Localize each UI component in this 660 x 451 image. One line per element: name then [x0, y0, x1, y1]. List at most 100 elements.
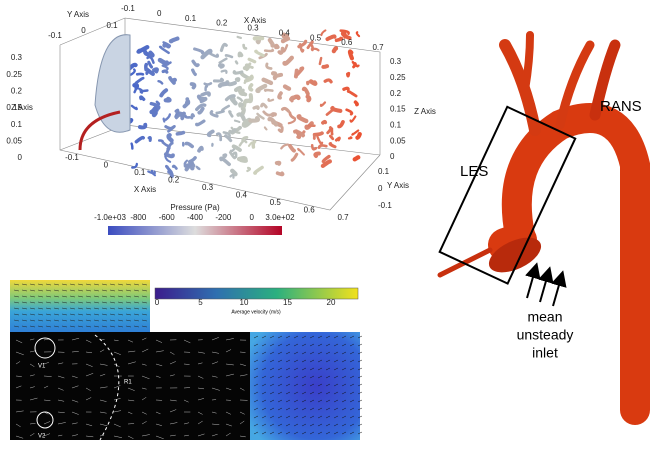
vortex-tube — [275, 75, 281, 78]
inlet-label: unsteady — [517, 327, 574, 343]
vortex-tube — [239, 53, 241, 55]
vortex-tube — [249, 59, 255, 61]
vortex-tube — [344, 88, 348, 89]
vortex-tube — [220, 84, 227, 86]
vortex-tube — [221, 158, 229, 164]
vortex-tube — [243, 109, 244, 114]
vortex-tube — [214, 79, 222, 81]
vortex-tube — [283, 39, 288, 42]
tick-label: 3.0e+02 — [265, 213, 295, 222]
vortex-tube — [163, 66, 168, 69]
vortex-tube — [177, 133, 183, 134]
tick-label: 5 — [198, 298, 203, 307]
tick-label: 0.7 — [372, 43, 384, 52]
vortex-tube — [321, 103, 325, 106]
vortex-tube — [330, 136, 333, 139]
vortex-tube — [256, 51, 263, 55]
tick-label: 0 — [378, 184, 383, 193]
vortex-tube — [247, 168, 249, 171]
vortex-tube — [348, 74, 349, 76]
vortex-tube — [278, 173, 283, 174]
vortex-tube — [199, 148, 202, 151]
vortex-tube — [163, 71, 167, 72]
vortex-tube — [327, 36, 334, 39]
vortex-tube — [160, 60, 167, 64]
tick-label: 0.6 — [341, 38, 353, 47]
vortex-tube — [195, 49, 203, 53]
vortex-tube — [161, 90, 166, 95]
vortex-tube — [273, 114, 275, 115]
vortex-tube — [240, 104, 242, 106]
tick-label: -0.1 — [48, 31, 62, 40]
vortex-tube — [166, 99, 170, 101]
tick-label: 0.05 — [6, 136, 22, 145]
vortex-label: V1 — [38, 364, 46, 370]
vortex-tube — [357, 32, 359, 36]
vortex-tube — [270, 40, 273, 46]
tick-label: 0.2 — [168, 176, 180, 185]
vortex-tube — [232, 98, 236, 103]
vortex-tube — [315, 153, 318, 155]
vortex-tube — [281, 145, 288, 149]
tick-label: 0.05 — [390, 136, 406, 145]
vortex-tube — [134, 85, 136, 88]
tick-label: 0 — [157, 9, 162, 18]
vortex-tube — [149, 137, 150, 140]
tick-label: 0.2 — [216, 19, 228, 28]
vortex-tube — [217, 134, 220, 140]
vortex-tube — [254, 107, 258, 108]
vortex-tube — [350, 51, 352, 58]
vortex-tube — [149, 62, 152, 67]
tick-label: -0.1 — [378, 201, 392, 210]
vortex-tube — [148, 171, 155, 173]
vortex-tube — [226, 55, 232, 57]
tick-label: 10 — [240, 298, 249, 307]
vortex-tube — [264, 112, 271, 115]
vortex-tube — [262, 104, 266, 107]
region-label: R1 — [124, 380, 132, 386]
vortex-tube — [132, 164, 137, 168]
vortex-tube — [182, 114, 184, 119]
vortex-tube — [217, 111, 224, 113]
vortex-tube — [325, 80, 331, 82]
vortex-tube — [299, 116, 307, 121]
vortex-tube — [192, 115, 194, 118]
tick-label: 0 — [18, 153, 23, 162]
vortex-tube — [265, 50, 273, 51]
vortex-tube — [355, 157, 359, 159]
vortex-tube — [193, 70, 196, 74]
vortex-tube — [185, 102, 189, 106]
vortex-tube — [186, 143, 192, 146]
vortex-tube — [166, 114, 170, 119]
colorbar-title: Average velocity (m/s) — [231, 309, 281, 315]
tick-label: -400 — [187, 213, 204, 222]
vortex-tube — [234, 72, 242, 73]
vortex-tube — [168, 135, 171, 140]
vortex-tube — [336, 138, 339, 140]
vortex-tube — [347, 110, 352, 114]
vortex-tube — [265, 90, 272, 91]
vortex-tube — [265, 127, 267, 129]
vortex-tube — [220, 59, 227, 63]
axis-label: Y Axis — [67, 10, 89, 19]
vortex-tube — [158, 81, 162, 83]
vortex-tube — [318, 137, 323, 144]
tick-label: 0.2 — [390, 89, 402, 98]
vortex-tube — [349, 137, 352, 138]
vortex-tube — [250, 118, 258, 121]
vortex-tube — [141, 97, 144, 99]
vortex-tube — [171, 39, 178, 42]
vortex-tube — [312, 45, 313, 50]
axis-label: Z Axis — [414, 107, 436, 116]
les-label: LES — [460, 163, 488, 180]
vortex-tube — [230, 175, 233, 178]
vortex-tube — [332, 108, 340, 111]
vortex-tube — [193, 61, 198, 65]
tick-label: 20 — [327, 298, 336, 307]
tick-label: -800 — [130, 213, 147, 222]
vortex-tube — [150, 53, 152, 56]
vortex-tube — [131, 69, 135, 74]
vortex-tube — [323, 66, 327, 67]
vortex-tube — [224, 155, 225, 156]
vortex-tube — [356, 102, 358, 104]
